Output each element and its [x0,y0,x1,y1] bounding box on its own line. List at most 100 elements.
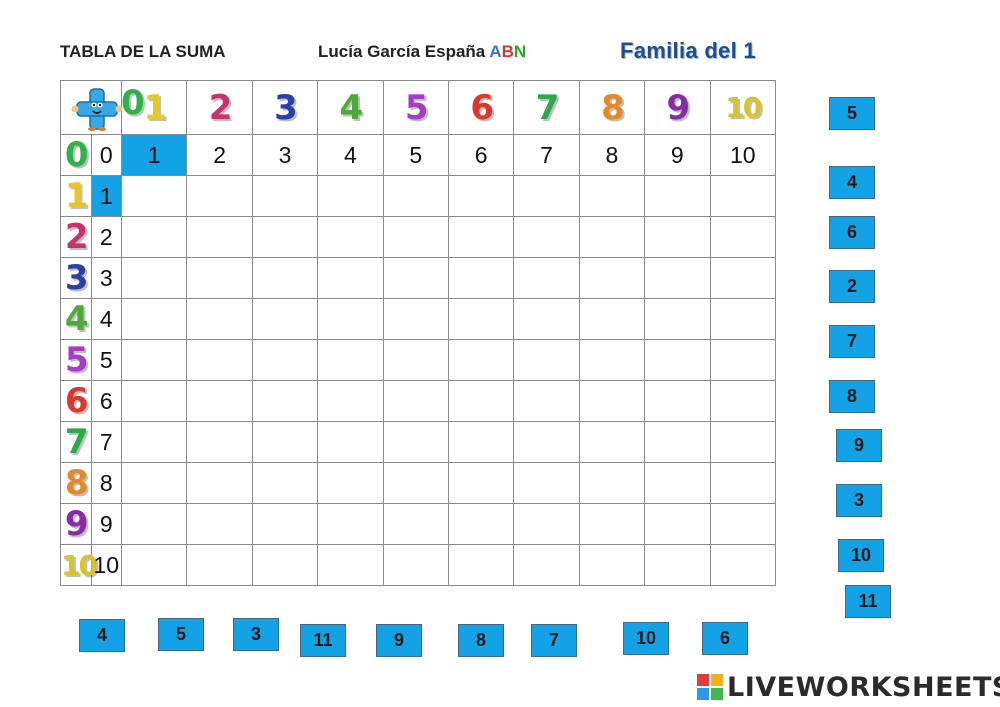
answer-drop-cell[interactable] [447,257,515,299]
answer-drop-cell[interactable] [317,257,384,299]
answer-drop-cell[interactable] [513,298,580,340]
answer-drop-cell[interactable] [251,503,319,545]
answer-drop-cell[interactable] [186,544,253,586]
answer-drop-cell[interactable] [382,380,449,422]
answer-drop-cell[interactable] [513,257,580,299]
answer-drop-cell[interactable] [513,462,580,504]
right-answer-tile[interactable]: 3 [836,484,882,517]
answer-drop-cell[interactable] [513,380,580,422]
answer-drop-cell[interactable] [186,339,253,381]
answer-drop-cell[interactable] [644,298,711,340]
answer-drop-cell[interactable] [513,544,580,586]
bottom-answer-tile[interactable]: 8 [458,624,504,657]
answer-drop-cell[interactable] [120,503,188,545]
answer-drop-cell[interactable] [447,380,515,422]
answer-drop-cell[interactable] [120,216,188,258]
answer-drop-cell[interactable] [251,380,319,422]
right-answer-tile[interactable]: 4 [829,166,875,199]
answer-drop-cell[interactable] [644,503,711,545]
answer-drop-cell[interactable] [709,298,777,340]
answer-drop-cell[interactable] [317,503,384,545]
answer-drop-cell[interactable] [644,257,711,299]
answer-drop-cell[interactable] [644,339,711,381]
answer-drop-cell[interactable] [120,421,188,463]
answer-drop-cell[interactable] [447,421,515,463]
answer-drop-cell[interactable] [513,216,580,258]
answer-drop-cell[interactable] [251,216,319,258]
bottom-answer-tile[interactable]: 11 [300,624,346,657]
right-answer-tile[interactable]: 9 [836,429,882,462]
answer-drop-cell[interactable] [578,462,646,504]
answer-drop-cell[interactable] [709,544,777,586]
answer-drop-cell[interactable] [251,175,319,217]
answer-drop-cell[interactable] [382,216,449,258]
answer-drop-cell[interactable] [578,257,646,299]
answer-drop-cell[interactable] [709,380,777,422]
bottom-answer-tile[interactable]: 5 [158,618,204,651]
answer-drop-cell[interactable] [317,339,384,381]
answer-drop-cell[interactable] [186,216,253,258]
answer-drop-cell[interactable] [447,298,515,340]
answer-drop-cell[interactable] [251,298,319,340]
answer-drop-cell[interactable] [644,544,711,586]
answer-drop-cell[interactable] [709,339,777,381]
answer-drop-cell[interactable] [513,175,580,217]
answer-drop-cell[interactable] [186,503,253,545]
answer-drop-cell[interactable] [447,503,515,545]
answer-drop-cell[interactable] [578,339,646,381]
answer-drop-cell[interactable] [120,257,188,299]
answer-drop-cell[interactable] [251,257,319,299]
right-answer-tile[interactable]: 7 [829,325,875,358]
answer-drop-cell[interactable] [317,462,384,504]
answer-drop-cell[interactable] [709,175,777,217]
bottom-answer-tile[interactable]: 9 [376,624,422,657]
answer-drop-cell[interactable] [317,421,384,463]
answer-drop-cell[interactable] [186,421,253,463]
answer-drop-cell[interactable] [447,339,515,381]
answer-drop-cell[interactable] [578,544,646,586]
answer-drop-cell[interactable] [382,462,449,504]
right-answer-tile[interactable]: 6 [829,216,875,249]
right-answer-tile[interactable]: 5 [829,97,875,130]
answer-drop-cell[interactable] [513,339,580,381]
answer-drop-cell[interactable] [447,544,515,586]
answer-drop-cell[interactable] [578,298,646,340]
answer-drop-cell[interactable] [578,421,646,463]
answer-drop-cell[interactable] [382,257,449,299]
answer-drop-cell[interactable] [578,503,646,545]
answer-drop-cell[interactable] [513,421,580,463]
answer-drop-cell[interactable] [382,421,449,463]
answer-drop-cell[interactable] [644,421,711,463]
answer-drop-cell[interactable] [186,380,253,422]
answer-drop-cell[interactable] [251,339,319,381]
answer-drop-cell[interactable] [447,216,515,258]
answer-drop-cell[interactable] [120,462,188,504]
answer-drop-cell[interactable] [186,298,253,340]
answer-drop-cell[interactable] [251,421,319,463]
answer-drop-cell[interactable] [186,175,253,217]
answer-drop-cell[interactable] [709,216,777,258]
answer-drop-cell[interactable] [578,380,646,422]
answer-drop-cell[interactable] [186,462,253,504]
answer-drop-cell[interactable] [447,175,515,217]
answer-drop-cell[interactable] [644,216,711,258]
answer-drop-cell[interactable] [251,544,319,586]
answer-drop-cell[interactable] [513,503,580,545]
answer-drop-cell[interactable] [382,339,449,381]
answer-drop-cell[interactable] [382,298,449,340]
answer-drop-cell[interactable] [120,175,188,217]
answer-drop-cell[interactable] [709,257,777,299]
bottom-answer-tile[interactable]: 3 [233,618,279,651]
right-answer-tile[interactable]: 8 [829,380,875,413]
answer-drop-cell[interactable] [644,462,711,504]
answer-drop-cell[interactable] [578,216,646,258]
answer-drop-cell[interactable] [251,462,319,504]
bottom-answer-tile[interactable]: 7 [531,624,577,657]
answer-drop-cell[interactable] [317,380,384,422]
answer-drop-cell[interactable] [578,175,646,217]
answer-drop-cell[interactable] [709,462,777,504]
answer-drop-cell[interactable] [644,380,711,422]
answer-drop-cell[interactable] [120,298,188,340]
answer-drop-cell[interactable] [317,175,384,217]
answer-drop-cell[interactable] [120,544,188,586]
